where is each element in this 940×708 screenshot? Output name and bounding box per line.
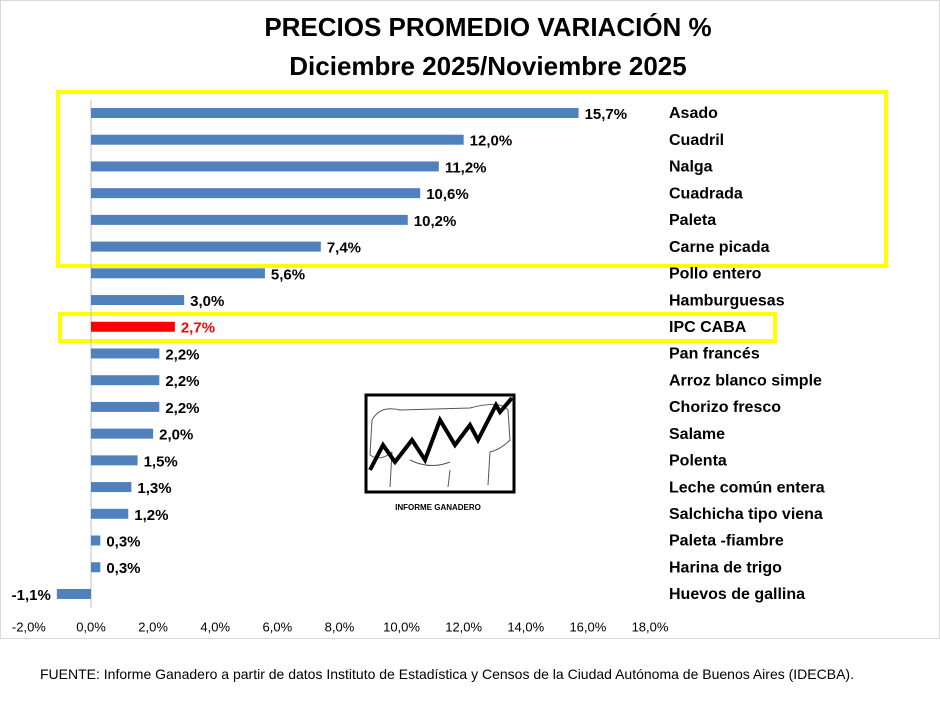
value-label: 3,0%: [190, 293, 224, 310]
bar: [91, 214, 408, 225]
source-note: FUENTE: Informe Ganadero a partir de dat…: [40, 666, 854, 682]
highlight-box: [58, 312, 777, 343]
value-label: 1,2%: [134, 507, 168, 524]
logo-trend: [368, 396, 514, 471]
category-label: Cuadril: [669, 132, 724, 149]
bar: [91, 241, 321, 252]
value-label: 11,2%: [445, 159, 487, 176]
category-label: Hamburguesas: [669, 292, 785, 309]
category-label: Leche común entera: [669, 479, 825, 496]
x-tick-label: 14,0%: [507, 619, 544, 634]
x-tick-label: 12,0%: [445, 619, 482, 634]
value-label: 10,2%: [414, 213, 457, 230]
bar: [91, 161, 439, 172]
chart-border: [0, 0, 940, 639]
value-label: 10,6%: [426, 186, 469, 203]
bar: [91, 562, 101, 573]
value-label: 5,6%: [271, 266, 305, 283]
x-tick-label: 10,0%: [383, 619, 420, 634]
category-label: Salchicha tipo viena: [669, 506, 823, 523]
value-label: 0,3%: [106, 560, 140, 577]
value-label: 2,7%: [181, 320, 215, 337]
chart-subtitle: Diciembre 2025/Noviembre 2025: [289, 51, 686, 81]
category-label: Harina de trigo: [669, 559, 782, 576]
bar: [91, 508, 129, 519]
logo-text: INFORME GANADERO: [395, 503, 481, 512]
category-label: Nalga: [669, 159, 713, 176]
chart-title: PRECIOS PROMEDIO VARIACIÓN %: [264, 12, 711, 42]
bar: [91, 428, 154, 439]
value-label: 2,2%: [165, 346, 199, 363]
value-label: 0,3%: [106, 533, 140, 550]
value-label: 2,0%: [159, 427, 193, 444]
value-label: 2,2%: [165, 400, 199, 417]
category-label: Arroz blanco simple: [669, 372, 822, 389]
bar: [91, 535, 101, 546]
bar: [91, 482, 132, 493]
x-tick-label: 8,0%: [325, 619, 355, 634]
value-label: 1,5%: [144, 453, 178, 470]
bar: [91, 268, 265, 279]
category-label: Paleta -fiambre: [669, 533, 784, 550]
category-label: Salame: [669, 426, 725, 443]
category-label: Pollo entero: [669, 266, 762, 283]
bar: [91, 134, 464, 145]
x-tick-label: 16,0%: [569, 619, 606, 634]
bar: [91, 188, 421, 199]
bar: [56, 588, 92, 599]
x-tick-label: 4,0%: [200, 619, 230, 634]
x-tick-label: -2,0%: [12, 619, 46, 634]
bar: [91, 295, 185, 306]
x-tick-label: 0,0%: [76, 619, 106, 634]
category-label: Cuadrada: [669, 185, 743, 202]
category-label: Polenta: [669, 453, 727, 470]
value-label: 2,2%: [165, 373, 199, 390]
value-label: 15,7%: [585, 106, 628, 123]
value-label: 1,3%: [137, 480, 171, 497]
value-label: 7,4%: [327, 240, 361, 257]
bar: [91, 108, 579, 118]
category-label: IPC CABA: [669, 319, 747, 336]
category-label: Chorizo fresco: [669, 399, 781, 416]
category-label: Paleta: [669, 212, 716, 229]
category-label: Huevos de gallina: [669, 586, 805, 603]
highlight-box: [56, 90, 888, 268]
category-label: Carne picada: [669, 239, 770, 256]
bar: [91, 375, 160, 386]
bar: [91, 348, 160, 359]
bar: [91, 455, 138, 466]
logo: INFORME GANADERO: [364, 393, 516, 512]
bar: [91, 321, 175, 332]
x-tick-label: 2,0%: [138, 619, 168, 634]
category-label: Pan francés: [669, 346, 760, 363]
category-label: Asado: [669, 105, 718, 122]
value-label: -1,1%: [12, 587, 51, 604]
value-label: 12,0%: [470, 133, 513, 150]
x-tick-label: 18,0%: [632, 619, 669, 634]
bar: [91, 401, 160, 412]
x-tick-label: 6,0%: [263, 619, 293, 634]
